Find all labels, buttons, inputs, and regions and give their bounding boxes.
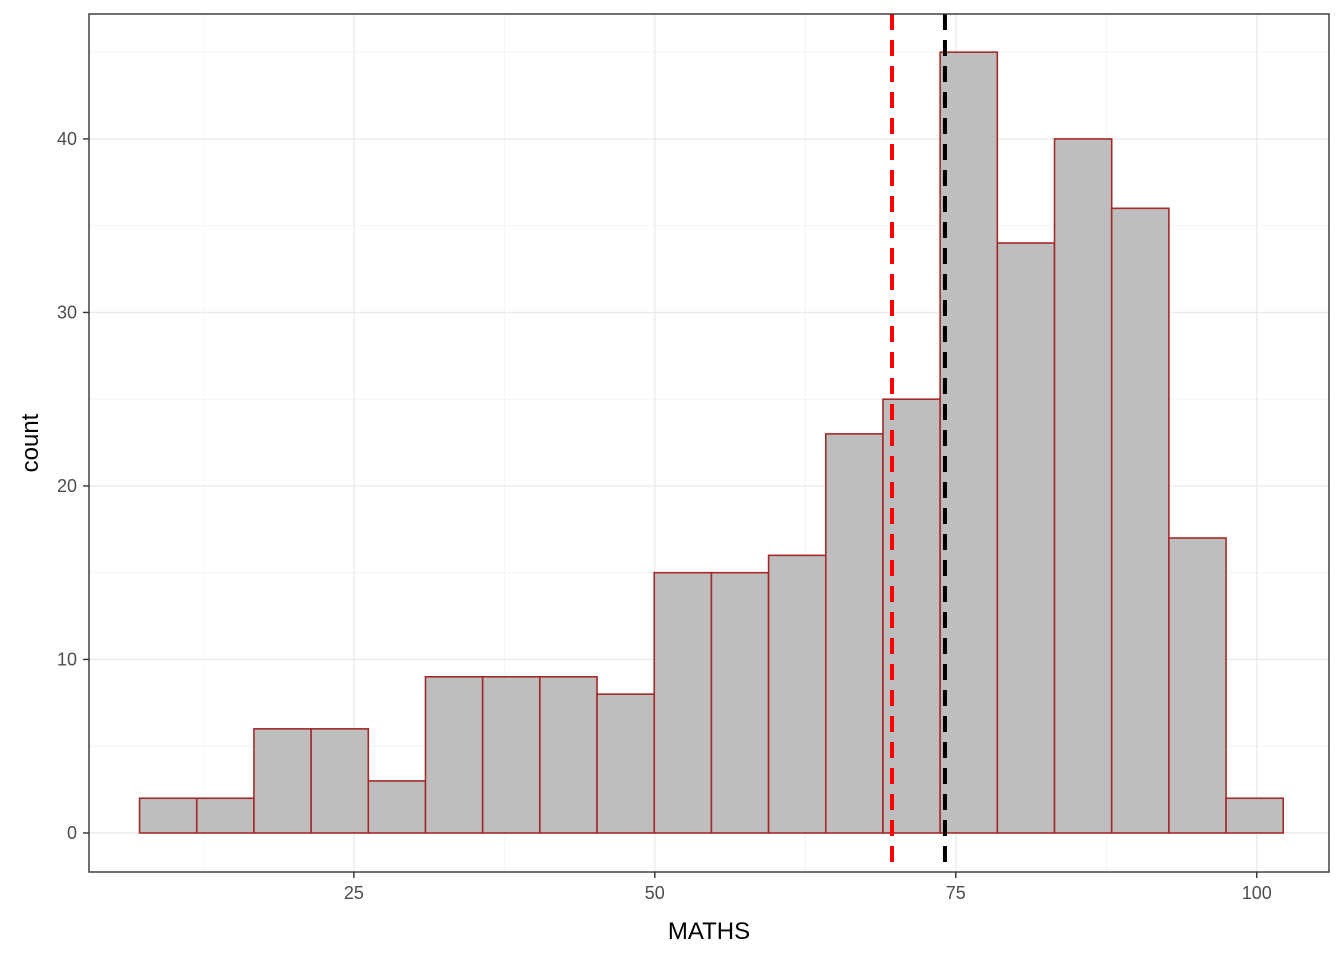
y-tick-label: 30 <box>57 302 77 322</box>
x-tick-label: 50 <box>645 883 665 903</box>
x-tick-label: 100 <box>1242 883 1272 903</box>
histogram-bar <box>310 728 370 834</box>
histogram-bar <box>1168 537 1227 834</box>
histogram-bar <box>367 780 427 834</box>
histogram-bar <box>1053 138 1113 834</box>
histogram-bar <box>481 676 541 834</box>
x-tick-label: 75 <box>946 883 966 903</box>
y-tick-label: 0 <box>67 823 77 843</box>
histogram-bars <box>138 51 1285 834</box>
y-tick-label: 20 <box>57 476 77 496</box>
histogram-bar <box>1110 207 1170 834</box>
histogram-bar <box>939 51 999 834</box>
histogram-bar <box>710 571 770 834</box>
y-axis-title: count <box>17 413 44 472</box>
reference-lines <box>889 14 947 872</box>
x-axis-title: MATHS <box>668 918 750 945</box>
histogram-bar <box>424 676 484 834</box>
histogram-bar <box>539 676 598 834</box>
histogram-bar <box>1225 797 1285 834</box>
x-axis-ticks: 25 50 75 100 <box>344 872 1272 903</box>
histogram-bar <box>824 433 884 834</box>
histogram-bar <box>138 797 198 834</box>
histogram-bar <box>767 554 827 834</box>
x-tick-label: 25 <box>344 883 364 903</box>
y-tick-label: 10 <box>57 649 77 669</box>
histogram-bar <box>596 693 656 834</box>
y-tick-label: 40 <box>57 129 77 149</box>
histogram-bar <box>195 797 255 834</box>
y-axis-ticks: 0 10 20 30 40 <box>57 129 89 843</box>
plot-panel-border <box>88 13 1330 873</box>
histogram-bar <box>653 571 713 834</box>
histogram-bar <box>996 242 1056 834</box>
histogram-bar <box>253 728 312 834</box>
